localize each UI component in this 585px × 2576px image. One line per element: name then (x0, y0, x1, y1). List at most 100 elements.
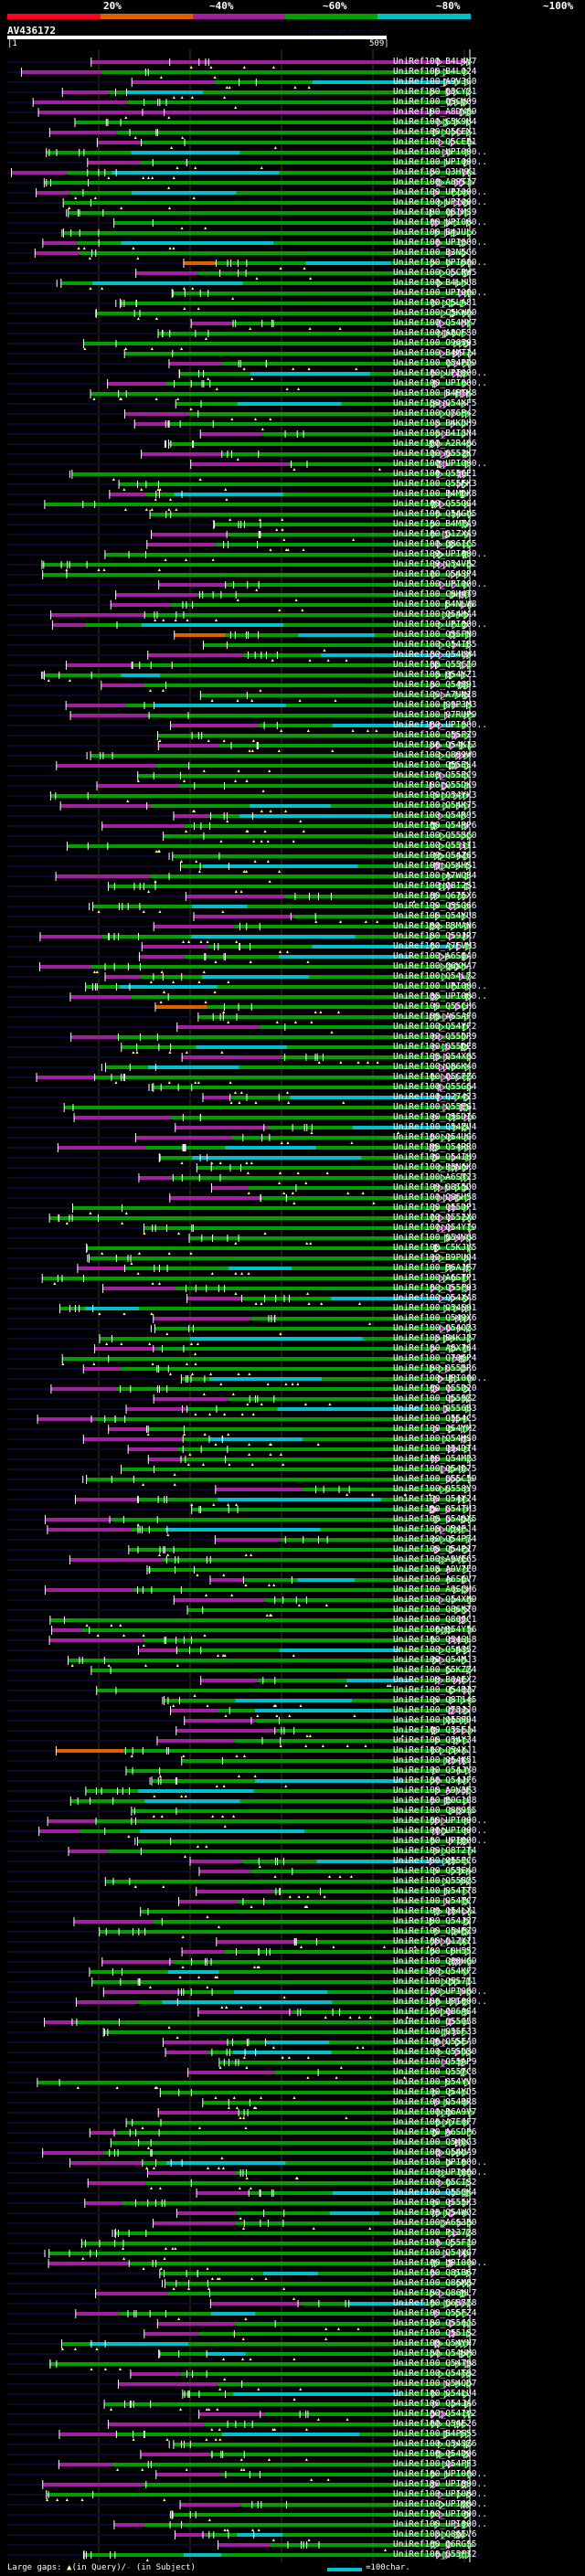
hit-label[interactable]: UniRef100_UPI000.. (393, 2499, 487, 2509)
hit-label[interactable]: UniRef100_Q54PD9 (393, 358, 477, 368)
hit-label[interactable]: UniRef100_Q54RR0 (393, 1142, 477, 1152)
hit-label[interactable]: UniRef100_Q869S5 (393, 1806, 477, 1816)
hit-label[interactable]: UniRef100_Q54VB2 (393, 559, 477, 569)
hit-label[interactable]: UniRef100_Q55FZ9 (393, 730, 477, 740)
hit-label[interactable]: UniRef100_A6STP1 (393, 1273, 477, 1283)
hit-label[interactable]: UniRef100_Q54SD1 (393, 680, 477, 690)
hit-label[interactable]: UniRef100_UPI000.. (393, 1997, 487, 2007)
hit-label[interactable]: UniRef100_Q7RUP9 (393, 710, 477, 720)
hit-label[interactable]: UniRef100_Q556B3 (393, 1404, 477, 1414)
hit-label[interactable]: UniRef100_UPI000.. (393, 378, 487, 388)
hit-label[interactable]: UniRef100_Q54UM0 (393, 2348, 477, 2359)
hit-label[interactable]: UniRef100_Q8I5D0 (393, 1182, 477, 1193)
hit-label[interactable]: UniRef100_A6SDP6 (393, 2127, 477, 2137)
hit-label[interactable]: UniRef100_B4KDH9 (393, 419, 477, 429)
hit-label[interactable]: UniRef100_UPI000.. (393, 147, 487, 157)
hit-label[interactable]: UniRef100_Q54T98 (393, 2359, 477, 2369)
hit-label[interactable]: UniRef100_Q557C8 (393, 2067, 477, 2077)
hit-label[interactable]: UniRef100_Q54TH3 (393, 1504, 477, 1514)
hit-label[interactable]: UniRef100_B0G188 (393, 1796, 477, 1806)
hit-label[interactable]: UniRef100_C0H4T9 (393, 589, 477, 599)
hit-label[interactable]: UniRef100_A9V3G0 (393, 77, 477, 87)
hit-label[interactable]: UniRef100_Q54YD5 (393, 2087, 477, 2097)
hit-label[interactable]: UniRef100_UPI000.. (393, 2489, 487, 2499)
hit-label[interactable]: UniRef100_Q55FI2 (393, 2549, 477, 2560)
hit-label[interactable]: UniRef100_Q54M23 (393, 1454, 477, 1464)
hit-label[interactable]: UniRef100_Q54XH9 (393, 1595, 477, 1605)
hit-label[interactable]: UniRef100_Q54YF2 (393, 1022, 477, 1032)
hit-label[interactable]: UniRef100_B4PTK8 (393, 388, 477, 398)
hit-label[interactable]: UniRef100_UPI000.. (393, 1987, 487, 1997)
hit-label[interactable]: UniRef100_Q54P17 (393, 1544, 477, 1554)
hit-label[interactable]: UniRef100_UPI000.. (393, 2519, 487, 2529)
hit-label[interactable]: UniRef100_Q54MJ3 (393, 1655, 477, 1665)
hit-label[interactable]: UniRef100_Q55CH6 (393, 1002, 477, 1012)
hit-label[interactable]: UniRef100_Q8T2T4 (393, 1846, 477, 1856)
hit-label[interactable]: UniRef100_Q86KT0 (393, 1605, 477, 1615)
hit-label[interactable]: UniRef100_Q54LX1 (393, 1906, 477, 1916)
hit-label[interactable]: UniRef100_UPI000.. (393, 2479, 487, 2489)
hit-label[interactable]: UniRef100_Q54Q23 (393, 1323, 477, 1333)
hit-label[interactable]: UniRef100_Q869W0 (393, 750, 477, 760)
hit-label[interactable]: UniRef100_Q6RGS5 (393, 2539, 477, 2549)
hit-label[interactable]: UniRef100_Q54TT8 (393, 1886, 477, 1896)
hit-label[interactable]: UniRef100_B4JUL6 (393, 228, 477, 238)
hit-label[interactable]: UniRef100_Q5CY21 (393, 87, 477, 97)
hit-label[interactable]: UniRef100_Q55EJ4 (393, 1725, 477, 1735)
hit-label[interactable]: UniRef100_Q558Y9 (393, 1484, 477, 1494)
hit-label[interactable]: UniRef100_B4LHU8 (393, 278, 477, 288)
hit-label[interactable]: UniRef100_Q54S52 (393, 1645, 477, 1655)
hit-label[interactable]: UniRef100_B6AEX2 (393, 1675, 477, 1685)
hit-label[interactable]: UniRef100_Q54DG3 (393, 2137, 477, 2147)
hit-label[interactable]: UniRef100_UPI000.. (393, 2157, 487, 2168)
hit-label[interactable]: UniRef100_Q54K75 (393, 800, 477, 811)
hit-label[interactable]: UniRef100_C5LA81 (393, 298, 477, 308)
hit-label[interactable]: UniRef100_Q54YK3 (393, 790, 477, 800)
hit-label[interactable]: UniRef100_Q54UW4 (393, 650, 477, 660)
hit-label[interactable]: UniRef100_Q54QX6 (393, 1313, 477, 1323)
hit-label[interactable]: UniRef100_Q54Y34 (393, 1735, 477, 1745)
hit-label[interactable]: UniRef100_A7UN18 (393, 690, 477, 700)
hit-label[interactable]: UniRef100_Q55DK9 (393, 780, 477, 790)
hit-label[interactable]: UniRef100_Q54Y56 (393, 1625, 477, 1635)
hit-label[interactable]: UniRef100_Q54E26 (393, 2419, 477, 2429)
hit-label[interactable]: UniRef100_A7WQB4 (393, 871, 477, 881)
hit-label[interactable]: UniRef100_Q54B37 (393, 1685, 477, 1695)
hit-label[interactable]: UniRef100_UPI000.. (393, 2469, 487, 2479)
hit-label[interactable]: UniRef100_B4MT24 (393, 348, 477, 358)
hit-label[interactable]: UniRef100_UPI000.. (393, 1826, 487, 1836)
hit-label[interactable]: UniRef100_UPI000.. (393, 720, 487, 730)
hit-label[interactable]: UniRef100_Q54YI9 (393, 1223, 477, 1233)
hit-label[interactable]: UniRef100_Q86M87 (393, 2278, 477, 2288)
hit-label[interactable]: UniRef100_Q55D20 (393, 1383, 477, 1394)
hit-label[interactable]: UniRef100_Q552X0 (393, 1213, 477, 1223)
hit-label[interactable]: UniRef100_Q1ZXI1 (393, 1936, 477, 1946)
hit-label[interactable]: UniRef100_C5KJV5 (393, 1243, 477, 1253)
hit-label[interactable]: UniRef100_Q54X05 (393, 1052, 477, 1062)
hit-label[interactable]: UniRef100_Q54Z65 (393, 851, 477, 861)
hit-label[interactable]: UniRef100_Q54KF2 (393, 1966, 477, 1977)
hit-label[interactable]: UniRef100_A6SGV7 (393, 1574, 477, 1585)
hit-label[interactable]: UniRef100_UPI000.. (393, 238, 487, 248)
hit-label[interactable]: UniRef100_Q59JR7 (393, 931, 477, 941)
hit-label[interactable]: UniRef100_Q54RP6 (393, 821, 477, 831)
hit-label[interactable]: UniRef100_Q55FZ4 (393, 2308, 477, 2318)
hit-label[interactable]: UniRef100_Q54L72 (393, 971, 477, 981)
hit-label[interactable]: UniRef100_Q55AP9 (393, 2057, 477, 2067)
hit-label[interactable]: UniRef100_Q8IB67 (393, 2268, 477, 2278)
hit-label[interactable]: UniRef100_Q55C19 (393, 660, 477, 670)
hit-label[interactable]: UniRef100_UPI000.. (393, 620, 487, 630)
hit-label[interactable]: UniRef100_Q54DT4 (393, 1444, 477, 1454)
hit-label[interactable]: UniRef100_Q54UA9 (393, 2147, 477, 2157)
hit-label[interactable]: UniRef100_UPI000.. (393, 579, 487, 589)
hit-label[interactable]: UniRef100_Q55B25 (393, 1876, 477, 1886)
hit-label[interactable]: UniRef100_Q3HVK1 (393, 167, 477, 177)
hit-label[interactable]: UniRef100_Q5CV09 (393, 97, 477, 107)
hit-label[interactable]: UniRef100_C5KW00 (393, 308, 477, 318)
hit-label[interactable]: UniRef100_UPI000.. (393, 991, 487, 1002)
hit-label[interactable]: UniRef100_Q54SL8 (393, 1635, 477, 1645)
hit-label[interactable]: UniRef100_Q54XA8 (393, 1293, 477, 1303)
hit-label[interactable]: UniRef100_Q54IV2 (393, 2409, 477, 2419)
hit-label[interactable]: UniRef100_Q675X6 (393, 891, 477, 901)
hit-label[interactable]: UniRef100_UPI000.. (393, 1816, 487, 1826)
